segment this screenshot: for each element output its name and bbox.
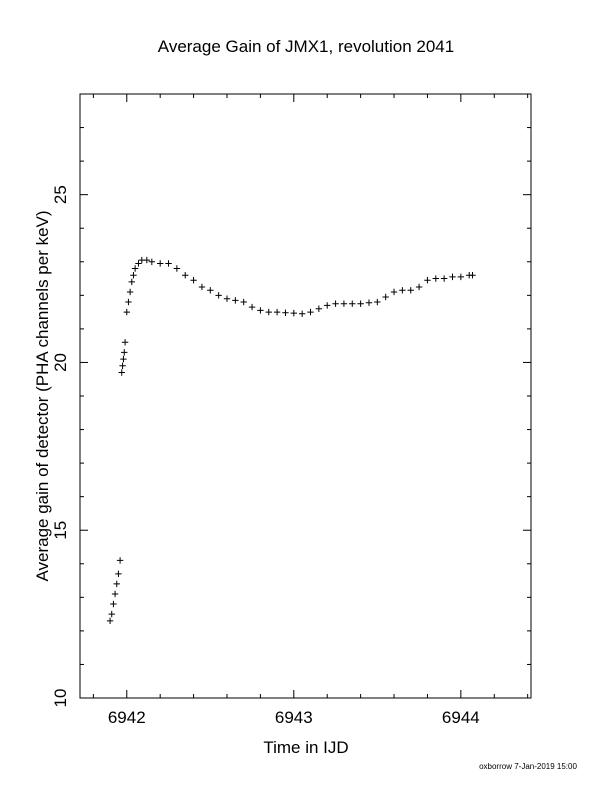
data-points <box>106 256 476 625</box>
y-tick-label: 20 <box>51 353 70 372</box>
x-tick-label: 6943 <box>275 708 313 727</box>
x-tick-label: 6944 <box>442 708 480 727</box>
data-point <box>457 273 465 281</box>
y-tick-label: 15 <box>51 521 70 540</box>
data-point <box>130 272 137 279</box>
data-point <box>307 308 314 316</box>
data-point <box>240 298 247 306</box>
data-point <box>119 362 126 369</box>
data-point <box>135 260 142 267</box>
data-point <box>128 278 135 286</box>
x-axis-label: Time in IJD <box>263 738 348 757</box>
data-point <box>265 308 272 316</box>
x-tick-label: 6942 <box>108 708 146 727</box>
axis-ticks <box>80 94 531 699</box>
axis-tick-labels: 6942 6943 6944 10 15 20 25 <box>51 185 480 727</box>
data-point <box>248 303 256 311</box>
y-tick-label: 25 <box>51 185 70 204</box>
data-point <box>108 610 115 618</box>
data-point <box>282 309 289 316</box>
data-point <box>382 293 389 301</box>
data-point <box>143 256 151 264</box>
data-point <box>106 617 114 625</box>
data-point <box>118 369 125 376</box>
data-point <box>365 299 373 306</box>
data-point <box>182 272 189 279</box>
data-point <box>399 287 406 294</box>
data-point <box>198 283 206 291</box>
data-point <box>424 277 431 284</box>
data-point <box>469 272 476 279</box>
data-point <box>125 298 132 306</box>
data-point <box>111 590 119 598</box>
data-point <box>449 273 456 281</box>
data-point <box>116 557 124 564</box>
data-point <box>273 308 281 316</box>
data-point <box>126 288 134 296</box>
data-point <box>115 570 122 578</box>
data-point <box>374 298 381 306</box>
data-point <box>415 283 423 291</box>
data-point <box>223 295 231 302</box>
data-point <box>232 297 239 304</box>
data-point <box>120 355 127 363</box>
chart-title: Average Gain of JMX1, revolution 2041 <box>158 37 454 56</box>
data-point <box>357 300 364 307</box>
data-point <box>123 308 130 316</box>
plot-frame <box>79 93 532 699</box>
data-point <box>173 265 181 272</box>
data-point <box>215 292 222 299</box>
data-point <box>113 580 120 588</box>
data-point <box>165 260 172 267</box>
data-point <box>156 260 164 267</box>
data-point <box>257 307 264 314</box>
data-point <box>131 265 139 272</box>
data-point <box>349 300 356 307</box>
data-point <box>190 277 197 284</box>
data-point <box>121 339 129 346</box>
data-point <box>121 349 128 356</box>
data-point <box>407 287 414 294</box>
data-point <box>207 287 214 294</box>
data-point <box>432 275 439 282</box>
footer-credit: oxborrow 7-Jan-2019 15:00 <box>479 762 577 771</box>
data-point <box>148 258 156 265</box>
data-point <box>290 309 298 317</box>
data-point <box>340 300 348 307</box>
data-point <box>315 305 323 312</box>
data-point <box>390 288 398 296</box>
data-point <box>298 310 306 317</box>
data-point <box>110 600 117 608</box>
data-point <box>440 275 448 282</box>
data-point <box>324 302 331 309</box>
data-point <box>332 300 339 307</box>
y-axis-label: Average gain of detector (PHA channels p… <box>33 210 52 581</box>
y-tick-label: 10 <box>51 689 70 708</box>
